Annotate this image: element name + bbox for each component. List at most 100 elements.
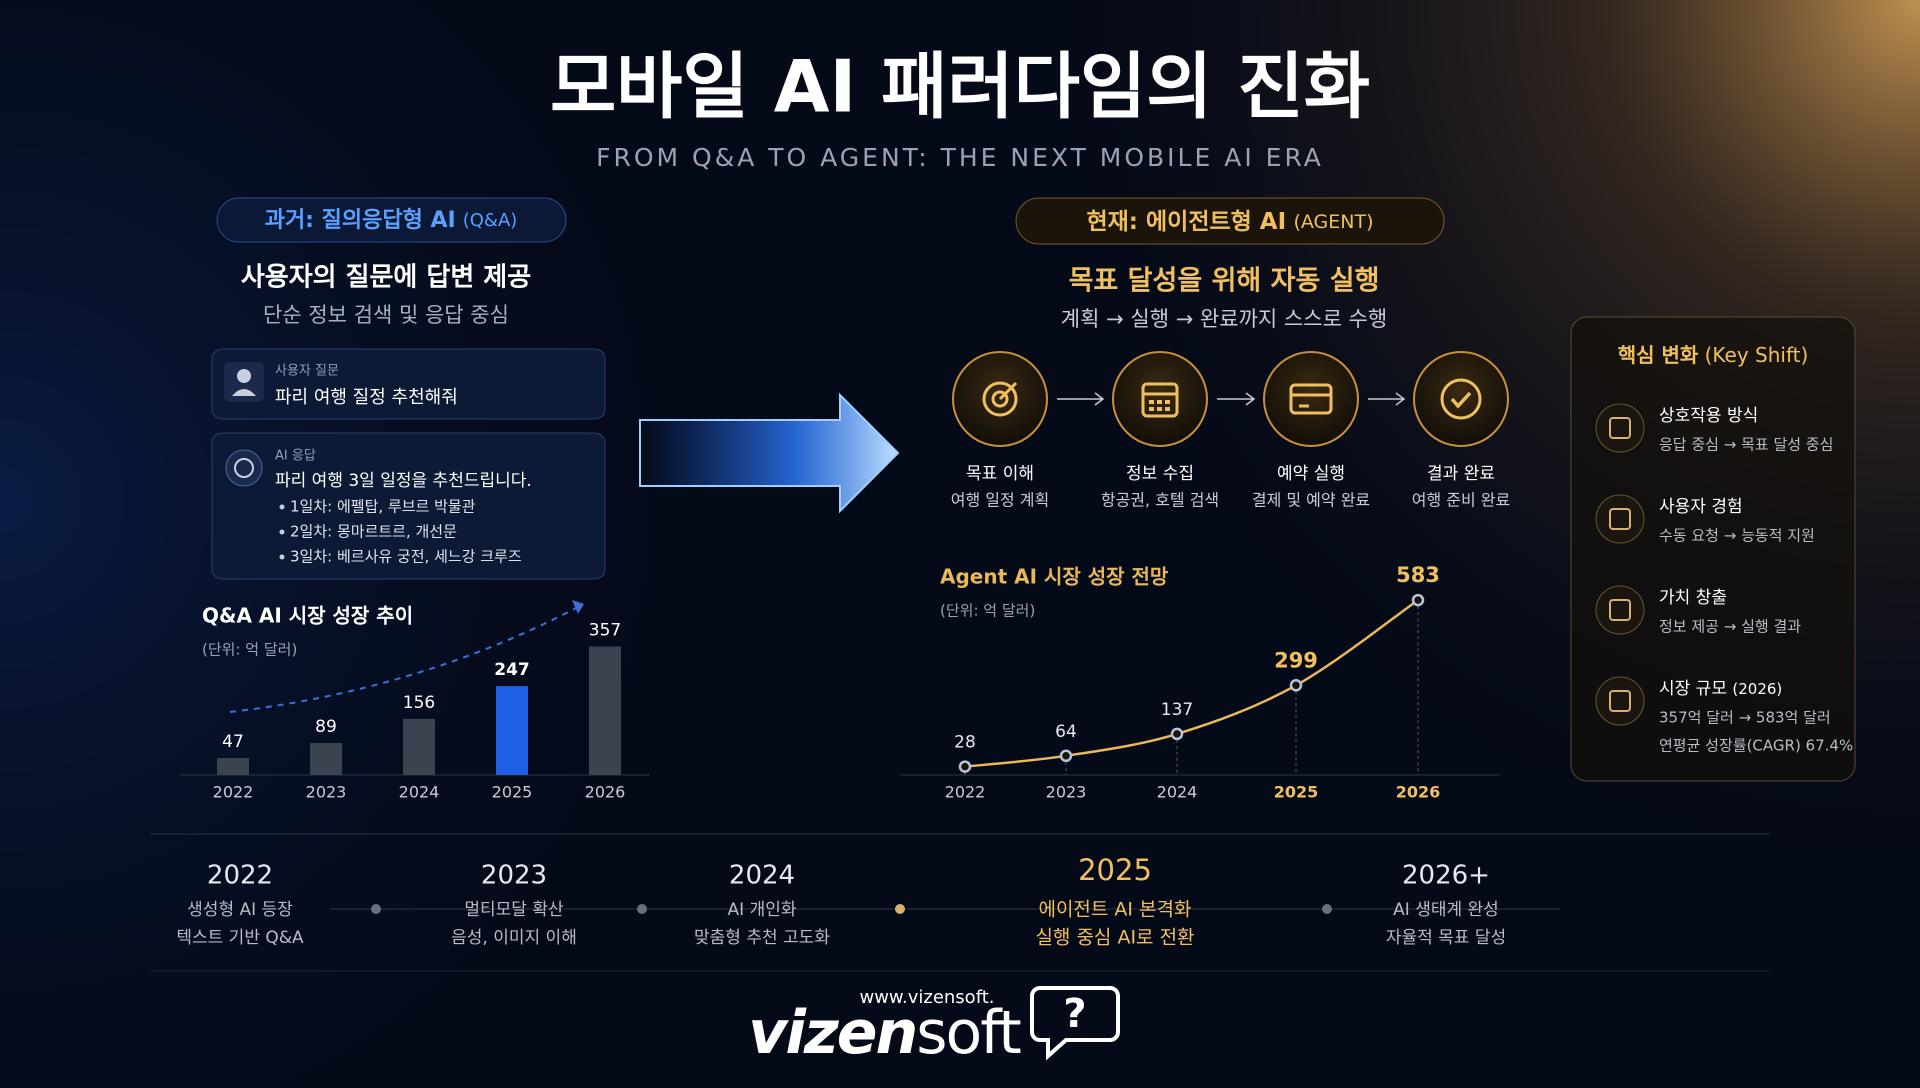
value-label: 156 (403, 693, 435, 713)
point (1170, 727, 1184, 741)
value-label: 247 (494, 660, 530, 680)
timeline-dot (895, 904, 905, 914)
shift-icon (1609, 599, 1631, 621)
shift-desc: 응답 중심 → 목표 달성 중심 (1659, 436, 1833, 454)
step-icon (1157, 407, 1162, 411)
step-icon (1440, 378, 1482, 420)
timeline-year: 2023 (481, 861, 547, 891)
ai-item: 1일차: 에펠탑, 루브르 박물관 (290, 498, 476, 516)
bar (589, 646, 621, 775)
ai-icon (225, 449, 263, 487)
logo-bold: vizen (748, 998, 916, 1068)
value-label: 583 (1396, 563, 1440, 587)
step-arrow (1217, 392, 1256, 406)
step-desc: 여행 일정 계획 (951, 491, 1050, 510)
shift-icon (1609, 417, 1631, 439)
step-title: 정보 수집 (1126, 464, 1194, 484)
timeline-dot (371, 904, 381, 914)
shift-icon (1609, 690, 1631, 712)
timeline-desc: 실행 중심 AI로 전환 (1035, 927, 1194, 949)
step-arrow (1368, 392, 1406, 406)
point (958, 760, 972, 773)
heading: 사용자의 질문에 답변 제공 (241, 263, 531, 293)
ai-item: 2일차: 몽마르트르, 개선문 (290, 523, 457, 541)
timeline-desc: 생성형 AI 등장 (187, 900, 293, 920)
timeline-desc: AI 개인화 (728, 900, 797, 920)
step-circle (1112, 351, 1208, 447)
shift-icon (1595, 676, 1645, 726)
badge: 현재: 에이전트형 AI (AGENT) (1086, 209, 1373, 235)
ai-text: 파리 여행 3일 일정을 추천드립니다. (275, 471, 532, 491)
x-tick-label: 2026 (1396, 783, 1441, 802)
chart-title: Agent AI 시장 성장 전망 (940, 565, 1169, 589)
value-label: 89 (315, 717, 337, 737)
timeline-desc: AI 생태계 완성 (1393, 900, 1499, 920)
bullet (279, 504, 285, 510)
badge-note: (AGENT) (1293, 211, 1373, 233)
badge-text: 현재: 에이전트형 AI (1086, 209, 1286, 235)
shift-icon (1595, 494, 1645, 544)
timeline-year: 2025 (1078, 853, 1152, 887)
value-label: 299 (1274, 648, 1318, 672)
user-icon (237, 369, 251, 383)
user-icon (232, 389, 256, 396)
step-icon (982, 381, 1018, 417)
step-desc: 결제 및 예약 완료 (1252, 491, 1370, 510)
x-tick-label: 2025 (492, 783, 533, 802)
shift-title: 사용자 경험 (1659, 497, 1743, 517)
step-icon (998, 381, 1018, 401)
step-arrow (1057, 392, 1105, 406)
shift-title-text: 사용자 경험 (1659, 497, 1743, 517)
x-tick-label: 2024 (399, 783, 440, 802)
step-icon (1141, 382, 1179, 418)
step-title: 결과 완료 (1427, 464, 1495, 484)
value-label: 137 (1161, 700, 1193, 720)
timeline-desc: 음성, 이미지 이해 (451, 928, 577, 948)
shift-title-text: 시장 규모 (1659, 679, 1727, 699)
badge-text: 과거: 질의응답형 AI (265, 208, 456, 233)
x-tick-label: 2026 (585, 783, 626, 802)
x-tick-label: 2023 (306, 783, 347, 802)
step-circle (1263, 351, 1359, 447)
timeline-desc: 에이전트 AI 본격화 (1038, 899, 1191, 921)
subheading: 계획 → 실행 → 완료까지 스스로 수행 (1061, 307, 1387, 331)
point (1411, 593, 1425, 607)
step-icon (1450, 391, 1472, 409)
step-icon (1289, 383, 1333, 415)
bar (496, 686, 528, 775)
shift-title-text: 상호작용 방식 (1659, 406, 1758, 426)
shift-desc: 정보 제공 → 실행 결과 (1659, 618, 1801, 636)
x-tick-label: 2024 (1157, 783, 1198, 802)
user-bubble (211, 348, 606, 420)
step-title: 목표 이해 (966, 464, 1034, 484)
bar (403, 718, 435, 775)
trend-arrow (229, 605, 581, 713)
value-label: 64 (1055, 722, 1077, 742)
title: 모바일 AI 패러다임의 진화 (550, 45, 1370, 129)
step-icon (1165, 407, 1170, 411)
chart-title: Q&A AI 시장 성장 추이 (202, 604, 413, 628)
x-tick-label: 2023 (1046, 783, 1087, 802)
step-icon (1165, 400, 1170, 404)
shift-title: 시장 규모 (2026) (1659, 679, 1782, 699)
key-shift-title: 핵심 변화 (Key Shift) (1618, 343, 1809, 367)
step-icon (1149, 400, 1154, 404)
timeline-desc: 텍스트 기반 Q&A (176, 928, 304, 948)
ai-item: 3일차: 베르사유 궁전, 세느강 크루즈 (290, 548, 522, 566)
shift-desc: 357억 달러 → 583억 달러 (1659, 709, 1831, 727)
shift-desc: 연평균 성장률(CAGR) 67.4% (1659, 737, 1853, 755)
x-tick-label: 2025 (1274, 783, 1319, 802)
bullet (279, 554, 285, 560)
point (1059, 749, 1073, 763)
step-circle (1413, 351, 1509, 447)
ai-bubble (211, 432, 606, 580)
badge-note: (Q&A) (463, 210, 518, 231)
step-icon (1157, 400, 1162, 404)
timeline-dot (637, 904, 647, 914)
step-desc: 여행 준비 완료 (1412, 491, 1511, 510)
logo-light: soft (916, 998, 1021, 1068)
timeline-dot (1322, 904, 1332, 914)
